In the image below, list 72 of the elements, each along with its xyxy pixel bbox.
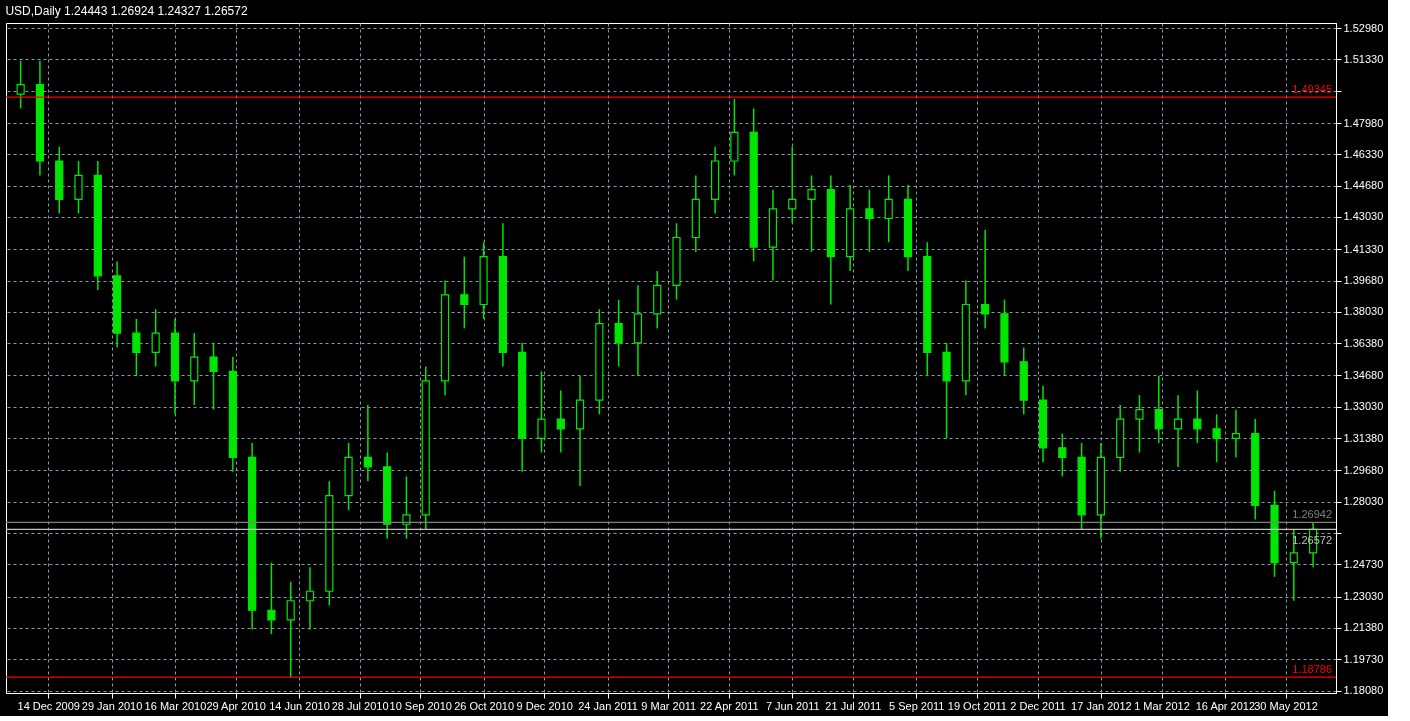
candlestick [16, 60, 25, 110]
x-tick-label: 5 Sep 2011 [889, 699, 945, 712]
candlestick [363, 404, 372, 482]
ref-line-label: 1.26942 [1292, 508, 1332, 521]
y-tick-label: 1.31380 [1343, 431, 1384, 444]
candlestick [209, 342, 218, 411]
x-tick-label: 16 Mar 2010 [144, 699, 207, 712]
candlestick [190, 332, 199, 406]
x-tick-label: 16 Apr 2012 [1195, 699, 1256, 712]
x-tick-label: 28 Jul 2010 [331, 699, 389, 712]
x-tick-label: 29 Apr 2010 [206, 699, 266, 712]
candlestick [402, 475, 411, 540]
y-tick-label: 1.21380 [1343, 621, 1384, 634]
x-tick-label: 9 Mar 2011 [641, 699, 697, 712]
ref-line-label: 1.49345 [1292, 83, 1332, 96]
candlestick [614, 298, 623, 368]
x-tick-label: 17 Jan 2012 [1071, 699, 1132, 712]
y-tick-label: 1.47980 [1343, 116, 1384, 129]
candlestick [132, 317, 141, 377]
ref-line-label: 1.18786 [1292, 663, 1332, 676]
candlestick [1193, 389, 1202, 444]
candlestick [460, 255, 469, 330]
y-tick-label: 1.52980 [1343, 21, 1384, 34]
x-tick-label: 2 Dec 2011 [1010, 699, 1066, 712]
candlestick [1212, 413, 1221, 463]
y-tick-label: 1.29680 [1343, 463, 1384, 476]
x-tick-label: 22 Apr 2011 [700, 699, 759, 712]
x-tick-label: 30 May 2012 [1254, 699, 1318, 712]
y-tick-label: 1.38030 [1343, 305, 1384, 318]
candlestick [556, 389, 565, 454]
candlestick [151, 308, 160, 368]
y-tick-label: 1.28030 [1343, 495, 1384, 508]
x-tick-label: 1 Mar 2012 [1134, 699, 1190, 712]
candlestick [267, 561, 276, 635]
y-tick-label: 1.43030 [1343, 210, 1384, 223]
y-tick-label: 1.23030 [1343, 590, 1384, 603]
x-tick-label: 29 Jan 2010 [81, 699, 143, 712]
y-tick-label: 1.41330 [1343, 242, 1384, 255]
candlestick [305, 566, 315, 631]
candlestick [286, 581, 295, 678]
y-tick-label: 1.46330 [1343, 147, 1384, 160]
x-tick-label: 26 Oct 2010 [454, 699, 515, 712]
y-tick-label: 1.18080 [1343, 684, 1384, 697]
x-tick-label: 9 Dec 2010 [516, 699, 573, 712]
candlestick [1135, 394, 1144, 454]
y-tick-label: 1.51330 [1343, 52, 1384, 65]
candlestick [788, 146, 797, 224]
x-tick-label: 24 Jan 2011 [578, 699, 638, 712]
x-tick-label: 7 Jun 2011 [765, 699, 820, 712]
y-tick-label: 1.34680 [1343, 368, 1384, 381]
candlestick [884, 174, 893, 243]
x-tick-label: 21 Jul 2011 [825, 699, 882, 712]
candlestick [1231, 408, 1241, 459]
y-tick-label: 1.44680 [1343, 179, 1384, 192]
y-tick-label: 1.36380 [1343, 336, 1384, 349]
x-tick-label: 14 Jun 2010 [269, 699, 330, 712]
x-tick-label: 14 Dec 2009 [17, 699, 80, 712]
y-tick-label: 1.39680 [1343, 274, 1384, 287]
candlestick [1058, 432, 1067, 478]
candlestick [1154, 375, 1163, 444]
y-tick-label: 1.24730 [1343, 557, 1384, 570]
candlestick [807, 174, 816, 253]
candlestick [74, 160, 83, 215]
candlestick [1173, 394, 1183, 468]
chart-title: USD,Daily 1.24443 1.26924 1.24327 1.26572 [5, 4, 248, 19]
candlestick [537, 370, 546, 454]
candlestick [865, 188, 874, 253]
x-tick-label: 19 Oct 2011 [947, 699, 1007, 712]
y-tick-label: 1.19730 [1343, 652, 1384, 665]
y-tick-label: 1.33030 [1343, 400, 1384, 413]
candlestick [981, 229, 990, 330]
x-tick-label: 10 Sep 2010 [389, 699, 452, 712]
